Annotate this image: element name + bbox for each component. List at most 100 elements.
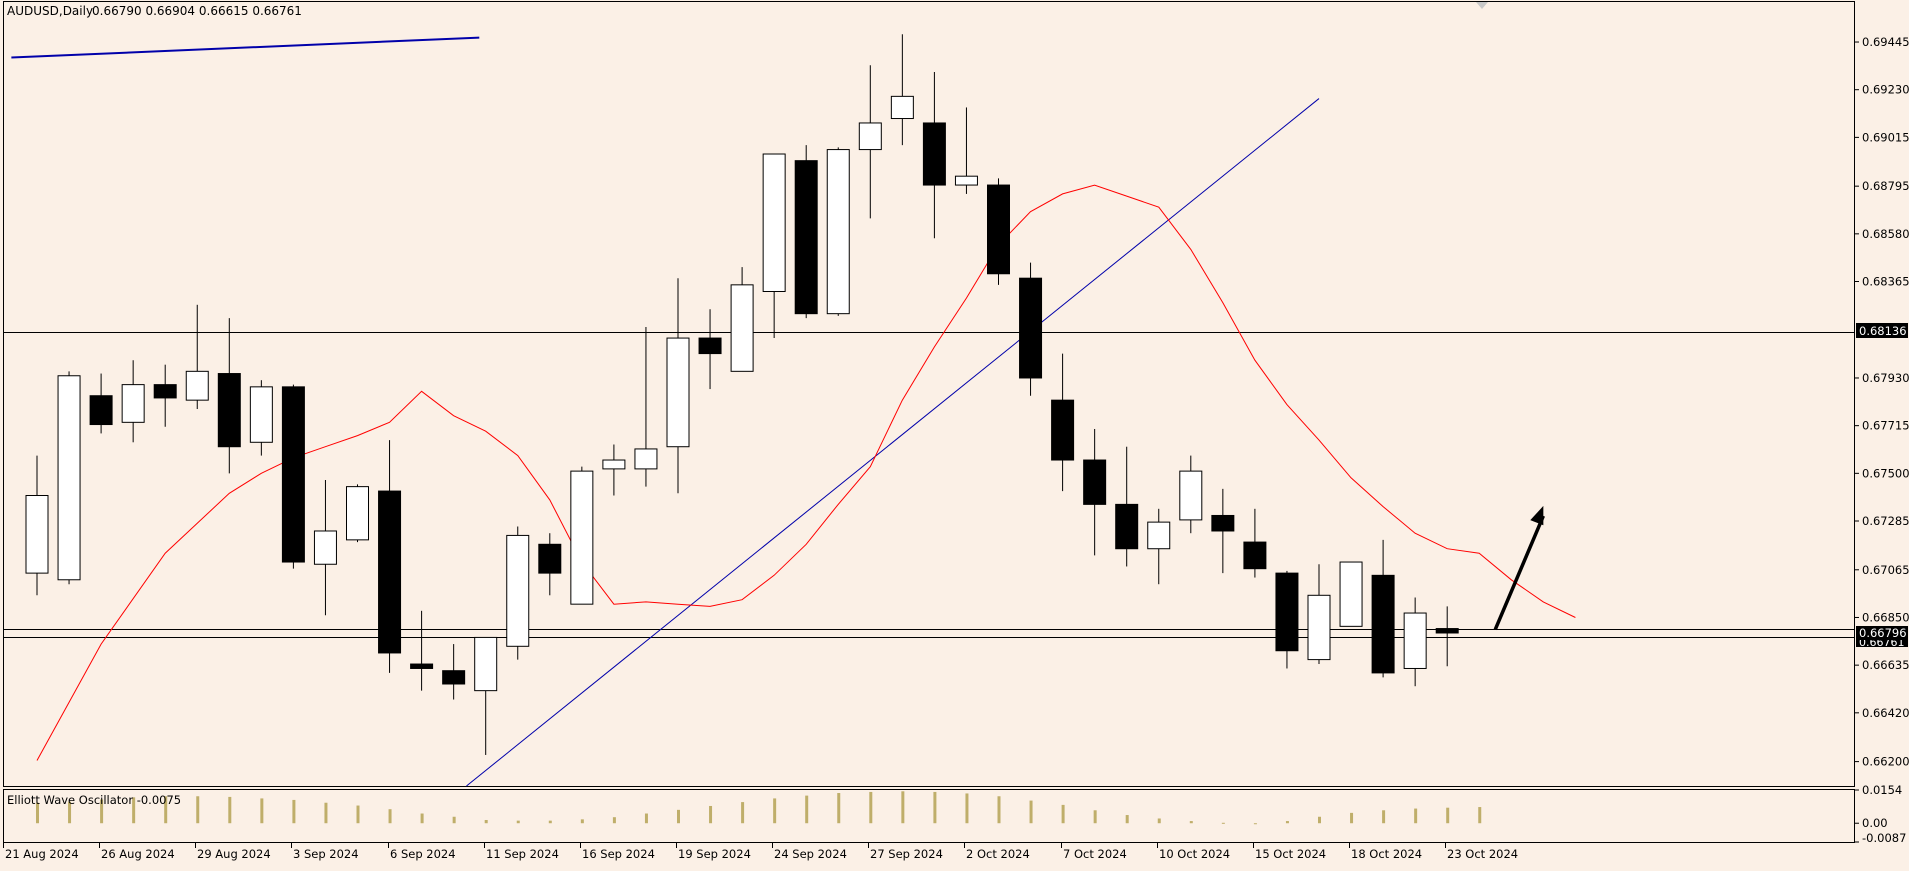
y-tick-label: 0.68365	[1862, 275, 1909, 289]
candle-body-bull	[1339, 561, 1363, 627]
candle-25	[826, 147, 850, 316]
oscillator-bar-4	[164, 796, 168, 824]
candle-body-bear	[1211, 514, 1235, 532]
candle-body-bull	[826, 149, 850, 315]
x-tick-label: 23 Oct 2024	[1447, 847, 1518, 861]
candle-3	[121, 360, 145, 443]
candle-body-bear	[217, 373, 241, 448]
candle-26	[858, 65, 882, 219]
candle-27	[890, 34, 914, 146]
oscillator-bar-10	[356, 805, 360, 824]
candle-body-bull	[602, 459, 626, 470]
candle-body-bull	[313, 530, 337, 565]
y-tick-label: 0.66420	[1862, 706, 1909, 720]
candle-17	[570, 466, 594, 605]
x-tick-label: 16 Sep 2024	[582, 847, 655, 861]
candle-39	[1275, 570, 1299, 669]
shift-marker-icon[interactable]	[1476, 2, 1488, 9]
candle-29	[954, 107, 978, 194]
x-tick-label: 29 Aug 2024	[197, 847, 271, 861]
y-tick-label: 0.69015	[1862, 130, 1909, 144]
candle-5	[185, 304, 209, 410]
candle-body-bear	[538, 543, 562, 574]
osc-tick-label: 0.0154	[1862, 783, 1902, 797]
y-tick-label: 0.67715	[1862, 419, 1909, 433]
oscillator-bars	[36, 791, 1482, 825]
oscillator-bar-13	[452, 816, 456, 824]
y-tick-label: 0.69230	[1862, 83, 1909, 97]
y-tick-label: 0.69445	[1862, 35, 1909, 49]
oscillator-bar-27	[901, 791, 905, 824]
time-axis: 21 Aug 2024 26 Aug 2024 29 Aug 2024 3 Sep 2…	[3, 843, 1518, 861]
y-tick-label: 0.67500	[1862, 466, 1909, 480]
oscillator-bar-7	[260, 798, 264, 824]
oscillator-bar-14	[484, 819, 488, 824]
candle-22	[730, 267, 754, 372]
candle-14	[474, 636, 498, 755]
oscillator-bar-6	[228, 796, 232, 824]
price-label-current: 0.66796	[1859, 626, 1907, 640]
candle-body-bear	[153, 384, 177, 399]
candle-body-bear	[987, 184, 1010, 275]
x-tick-label: 19 Sep 2024	[678, 847, 751, 861]
oscillator-bar-16	[548, 820, 552, 824]
candle-12	[410, 610, 434, 691]
oscillator-bar-32	[1061, 804, 1065, 824]
oscillator-bar-33	[1093, 810, 1097, 824]
indicator-label: Elliott Wave Oscillator -0.0075	[7, 793, 181, 807]
oscillator-bar-21	[709, 805, 713, 824]
arrow-annotation	[1493, 505, 1545, 631]
candle-41	[1339, 561, 1363, 627]
oscillator-bar-31	[1029, 800, 1033, 824]
y-tick-label: 0.68795	[1862, 179, 1909, 193]
trendlines	[11, 36, 1320, 787]
candle-body-bear	[378, 490, 402, 654]
oscillator-bar-35	[1157, 818, 1161, 824]
candle-13	[442, 644, 466, 700]
candle-body-bear	[89, 395, 113, 426]
candle-40	[1307, 564, 1331, 665]
candle-19	[634, 326, 658, 487]
candle-6	[217, 318, 241, 474]
oscillator-bar-45	[1478, 807, 1482, 824]
oscillator-bar-37	[1221, 822, 1225, 824]
y-tick-label: 0.67065	[1862, 563, 1909, 577]
oscillator-bar-25	[837, 793, 841, 824]
symbol-label: AUDUSD,Daily	[7, 4, 93, 18]
osc-tick-label: -0.0087	[1862, 831, 1906, 845]
arrow-shaft	[1493, 515, 1545, 631]
candle-15	[506, 526, 530, 660]
candle-16	[538, 533, 562, 596]
candle-8	[281, 384, 305, 569]
oscillator-bar-29	[965, 793, 969, 824]
price-label-current-bg	[1856, 626, 1908, 640]
oscillator-bar-38	[1253, 823, 1257, 825]
candle-body-bull	[890, 95, 914, 120]
candle-body-bear	[281, 386, 305, 563]
candle-4	[153, 364, 177, 427]
x-tick-label: 7 Oct 2024	[1063, 847, 1127, 861]
main-plot-frame	[3, 1, 1855, 787]
oscillator-bar-3	[132, 797, 136, 824]
candle-body-bull	[858, 122, 882, 151]
oscillator-bar-19	[644, 813, 648, 824]
oscillator-bar-11	[388, 809, 392, 824]
candle-body-bear	[1371, 574, 1395, 674]
oscillator-bar-1	[68, 801, 72, 824]
osc-tick-label: 0.00	[1862, 816, 1888, 830]
oscillator-bar-40	[1318, 816, 1321, 824]
y-tick-label: 0.66850	[1862, 610, 1909, 624]
candle-body-bear	[1083, 459, 1107, 505]
candle-body-bull	[346, 486, 369, 541]
y-tick-label: 0.67285	[1862, 514, 1909, 528]
candle-18	[602, 444, 626, 496]
candle-24	[794, 145, 818, 319]
candle-body-bear	[698, 337, 722, 355]
candle-20	[666, 278, 690, 494]
candle-9	[313, 479, 337, 616]
candle-body-bull	[762, 153, 786, 292]
oscillator-bar-44	[1446, 807, 1450, 824]
candles	[25, 34, 1459, 755]
